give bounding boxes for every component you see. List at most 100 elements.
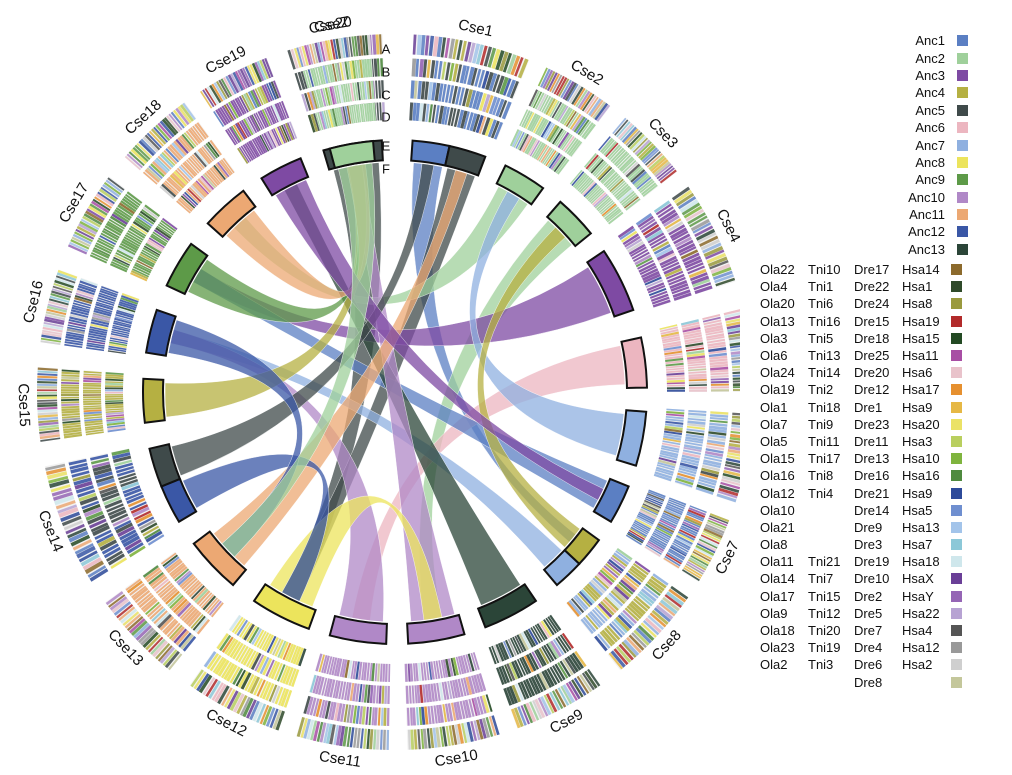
track-stripe [72, 539, 92, 551]
track-stripe [74, 231, 93, 243]
track-stripe [217, 161, 230, 178]
track-stripe [657, 206, 674, 218]
track-stripe [704, 325, 723, 332]
track-stripe [312, 698, 320, 717]
track-stripe [731, 415, 740, 419]
track-stripe [547, 151, 559, 168]
track-stripe [727, 327, 740, 333]
track-stripe [84, 419, 103, 424]
track-stripe [680, 459, 699, 467]
track-stripe [63, 427, 82, 432]
track-stripe [265, 131, 275, 149]
track-stripe [460, 655, 467, 674]
track-stripe [662, 341, 681, 347]
track-stripe [288, 668, 297, 686]
track-stripe [584, 184, 599, 199]
track-stripe [644, 498, 663, 507]
track-stripe [86, 342, 105, 347]
track-stripe [731, 357, 740, 360]
track-stripe [647, 285, 666, 294]
track-stripe [201, 146, 214, 162]
track-stripe [573, 87, 586, 106]
track-stripe [563, 135, 575, 152]
track-stripe [193, 671, 207, 690]
track-stripe [82, 503, 101, 514]
track-stripe [95, 301, 114, 309]
track-stripe [179, 197, 194, 211]
track-stripe [614, 119, 629, 136]
track-stripe [279, 641, 289, 659]
track-stripe [344, 659, 350, 678]
track-stripe [321, 111, 328, 129]
legend-cell-hsa: Hsa7 [902, 537, 933, 553]
track-stripe [78, 223, 97, 235]
track-stripe [525, 112, 535, 130]
track-stripe [344, 106, 350, 125]
track-stripe [653, 530, 671, 541]
legend-cell-tni: Tni7 [808, 571, 834, 587]
track-stripe [660, 326, 678, 333]
track-stripe [141, 249, 159, 260]
track-stripe [145, 242, 162, 254]
track-stripe [639, 145, 656, 161]
track-stripe [707, 436, 726, 442]
legend-table-row: Ola8 Dre3 Hsa7 [760, 536, 963, 553]
track-stripe [211, 682, 224, 701]
track-stripe [270, 105, 279, 123]
track-stripe [300, 717, 308, 738]
track-stripe [61, 398, 80, 402]
track-stripe [702, 242, 722, 254]
track-letter-e: E [382, 138, 391, 153]
track-stripe [577, 90, 591, 109]
track-stripe [98, 294, 116, 302]
track-stripe [375, 34, 380, 55]
track-stripe [92, 248, 110, 259]
legend-table-row: Ola17 Tni15 Dre2 HsaY [760, 588, 963, 605]
track-stripe [649, 537, 667, 548]
track-stripe [450, 108, 457, 127]
track-stripe [146, 167, 162, 181]
track-stripe [223, 77, 235, 96]
track-stripe [627, 132, 643, 148]
track-stripe [670, 585, 689, 600]
track-stripe [322, 40, 329, 62]
track-stripe [97, 535, 116, 548]
track-stripe [670, 544, 688, 556]
track-stripe [281, 124, 290, 142]
track-stripe [547, 641, 560, 659]
track-stripe [488, 646, 497, 665]
track-stripe [597, 602, 613, 618]
track-stripe [83, 398, 102, 401]
track-stripe [598, 200, 614, 214]
track-stripe [63, 429, 82, 434]
track-stripe [669, 227, 688, 239]
track-stripe [548, 125, 560, 143]
track-stripe [194, 588, 209, 604]
track-stripe [106, 416, 125, 420]
track-stripe [619, 190, 635, 204]
track-stripe [350, 83, 355, 102]
track-stripe [444, 703, 451, 722]
track-stripe [611, 180, 626, 194]
legend-label: Anc9 [915, 172, 945, 188]
track-stripe [252, 702, 263, 722]
track-stripe [108, 509, 127, 520]
legend-cell-ola: Ola9 [760, 605, 788, 621]
track-stripe [521, 656, 532, 674]
track-stripe [268, 660, 278, 678]
track-stripe [285, 122, 294, 141]
track-stripe [111, 261, 129, 271]
track-stripe [648, 155, 666, 171]
track-stripe [658, 457, 677, 464]
track-stripe [309, 674, 317, 693]
track-stripe [373, 707, 378, 726]
track-stripe [98, 482, 117, 491]
track-stripe [115, 466, 134, 474]
track-stripe [52, 491, 74, 501]
track-stripe [346, 61, 352, 80]
track-stripe [710, 386, 729, 389]
track-stripe [111, 328, 130, 335]
track-stripe [108, 345, 127, 351]
track-stripe [275, 127, 284, 145]
track-stripe [707, 434, 727, 439]
